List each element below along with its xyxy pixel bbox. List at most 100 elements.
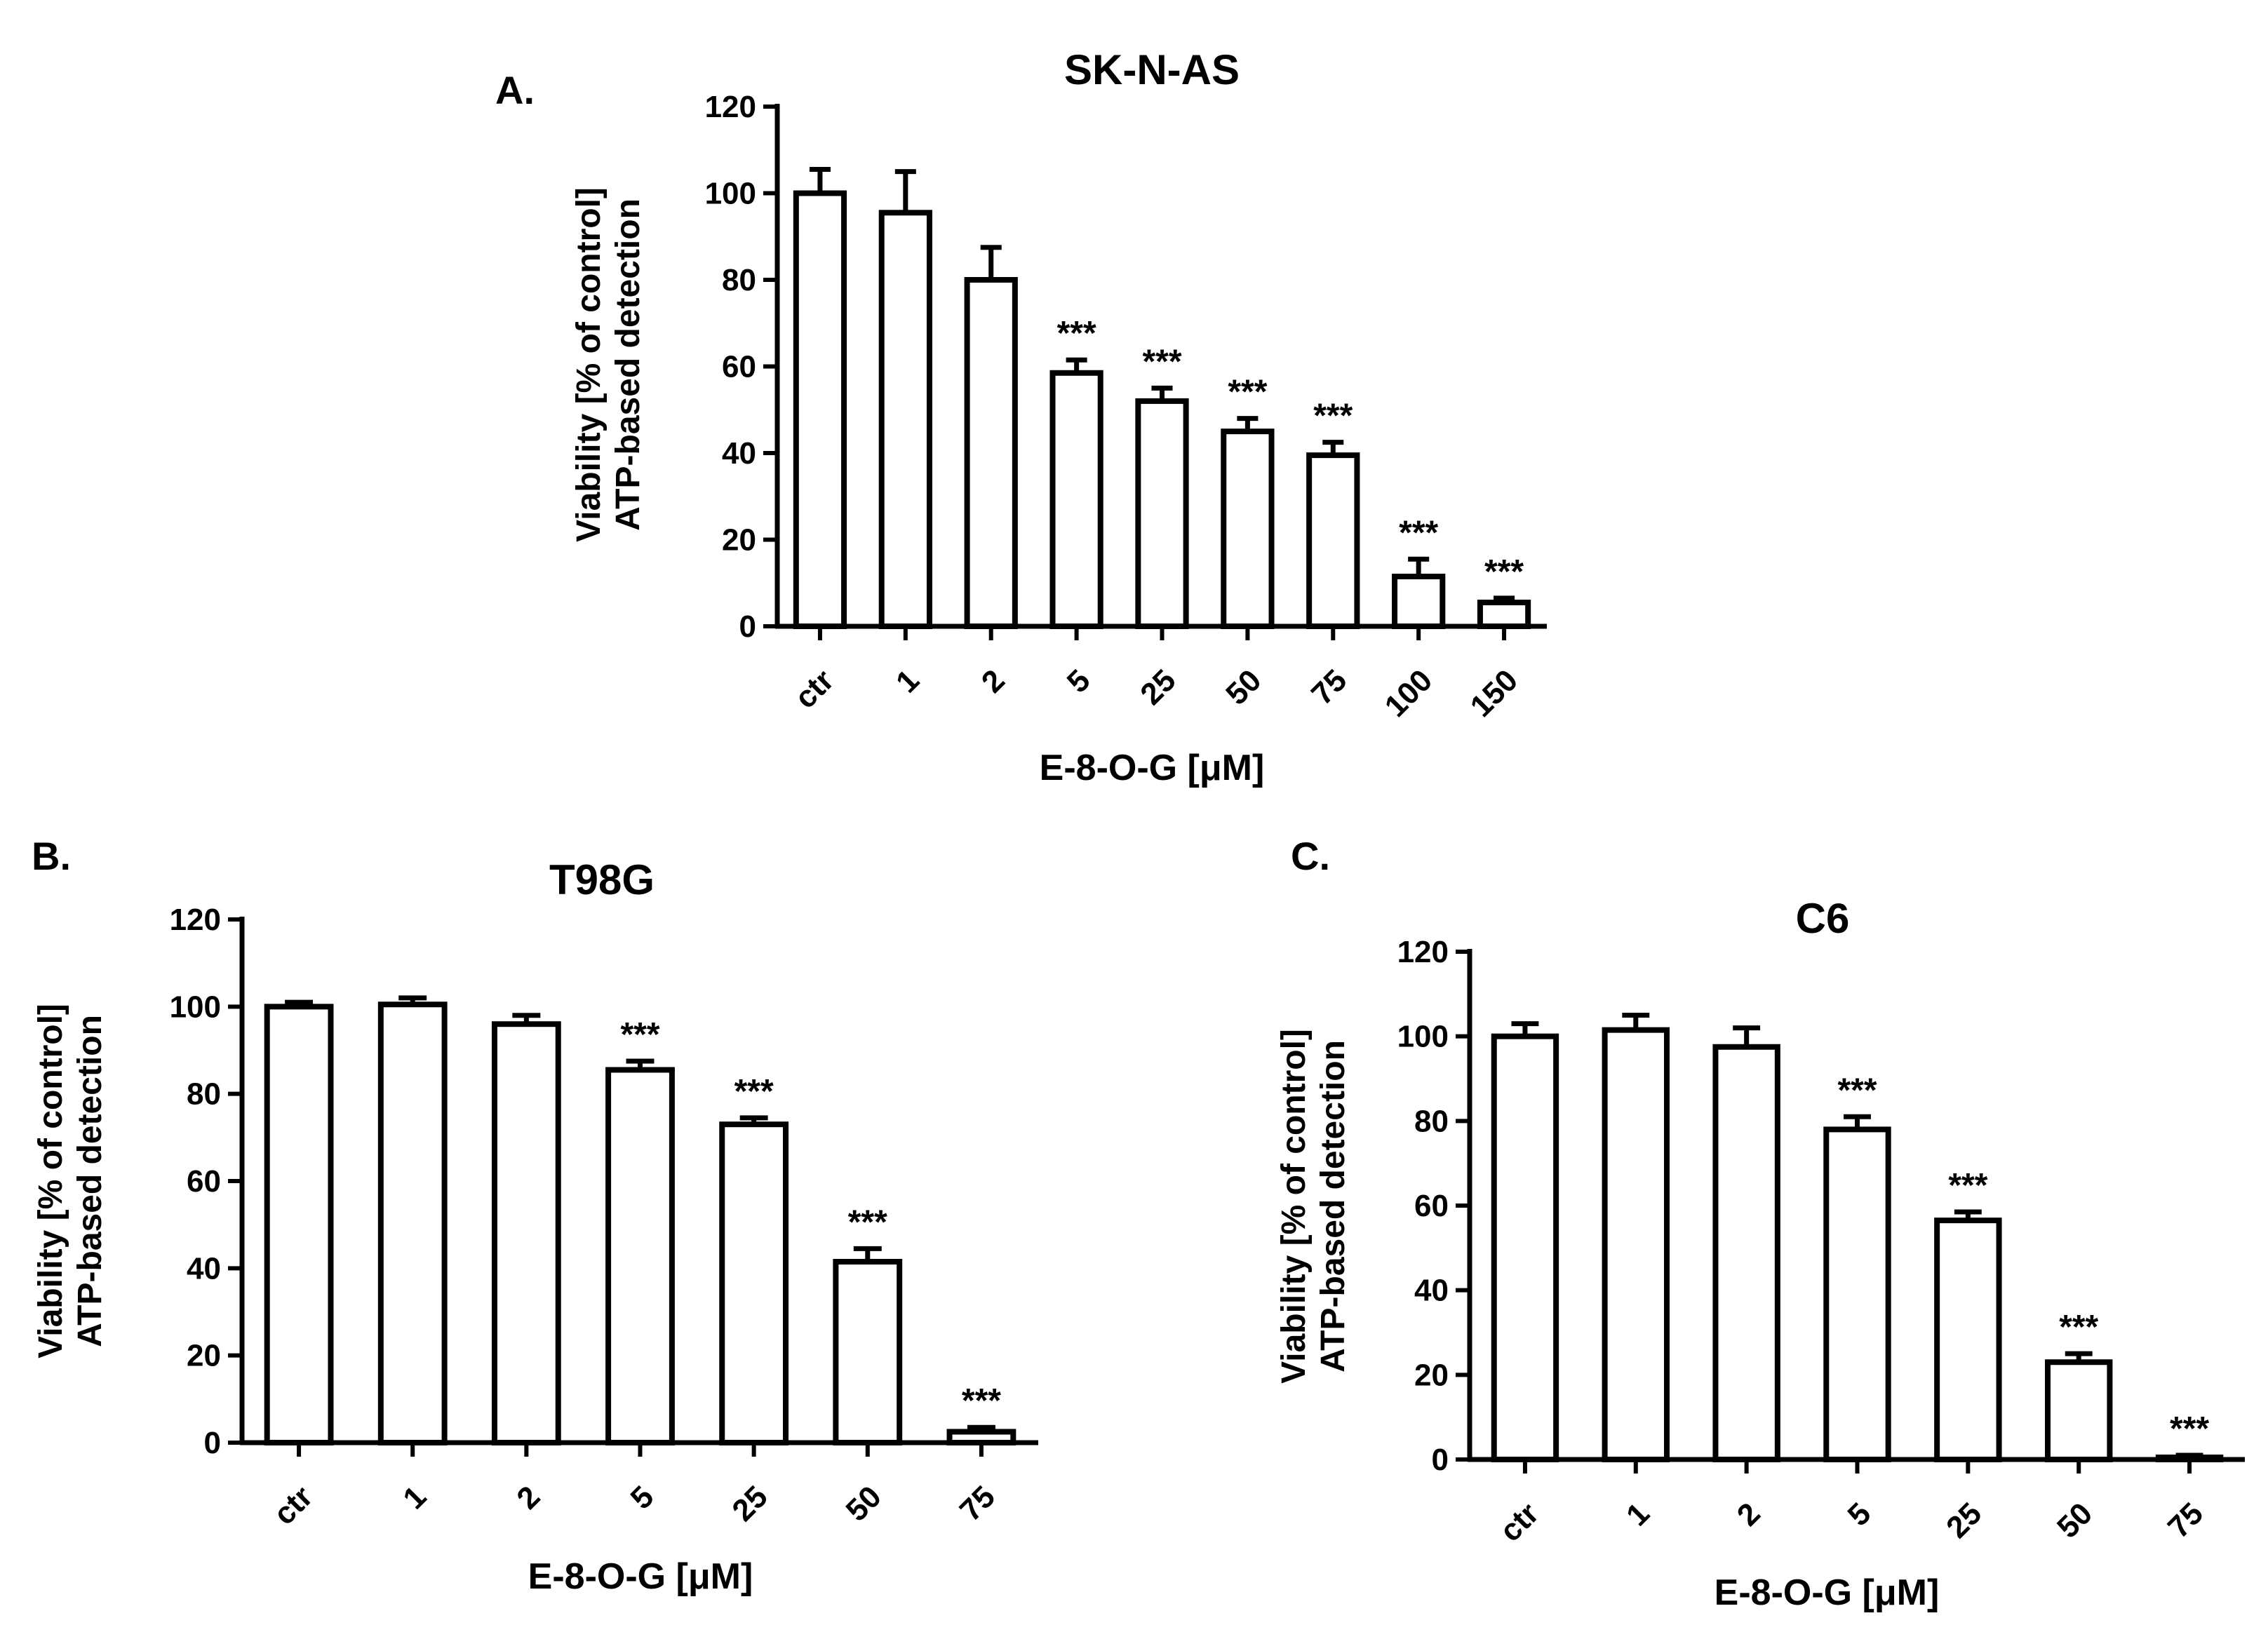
error-bar <box>980 245 1002 280</box>
category-label: 100 <box>1378 663 1440 724</box>
y-axis-label-line2: ATP-based detection <box>1315 1040 1352 1373</box>
bar <box>1934 1218 2002 1463</box>
error-bar <box>894 169 916 213</box>
category-label: 75 <box>953 1479 1002 1528</box>
bar <box>793 190 847 629</box>
y-tick-label: 100 <box>170 990 221 1024</box>
chart-title: C6 <box>1796 895 1850 942</box>
bar <box>2045 1359 2113 1462</box>
error-bar <box>809 167 831 194</box>
bar <box>1306 452 1360 630</box>
y-tick-label: 0 <box>204 1426 221 1460</box>
category-label: 2 <box>1731 1496 1767 1532</box>
category-label: 2 <box>975 663 1012 699</box>
y-tick-label: 80 <box>722 263 756 297</box>
category-label: 5 <box>624 1479 661 1516</box>
x-axis-label: E-8-O-G [μM] <box>1715 1572 1940 1613</box>
x-axis-label: E-8-O-G [μM] <box>528 1556 753 1597</box>
significance-label: *** <box>1837 1072 1877 1109</box>
y-tick-label: 20 <box>1414 1358 1449 1392</box>
y-axis-label-line1: Viability [% of control] <box>32 1004 69 1358</box>
bar <box>1602 1027 1670 1463</box>
bar <box>491 1021 561 1445</box>
category-label: 25 <box>725 1479 774 1528</box>
bar <box>377 1002 448 1445</box>
panel-letter: B. <box>32 834 71 878</box>
category-label: 25 <box>1940 1496 1988 1544</box>
category-label: 50 <box>1219 663 1268 711</box>
category-label: 150 <box>1464 663 1525 724</box>
category-label: 5 <box>1841 1496 1878 1532</box>
bar <box>1221 429 1275 629</box>
y-tick-label: 40 <box>1414 1274 1449 1308</box>
error-bar <box>1733 1025 1761 1047</box>
y-tick-label: 0 <box>1432 1443 1449 1477</box>
y-tick-label: 100 <box>1397 1020 1449 1054</box>
y-tick-label: 60 <box>722 350 756 384</box>
y-tick-label: 40 <box>187 1251 221 1286</box>
significance-label: *** <box>1057 315 1096 352</box>
y-tick-label: 0 <box>739 609 756 644</box>
category-label: 50 <box>840 1479 888 1528</box>
category-label: 75 <box>1305 663 1353 711</box>
significance-label: *** <box>1948 1167 1987 1204</box>
significance-label: *** <box>962 1382 1001 1420</box>
bar <box>964 277 1018 629</box>
y-axis-label-line2: ATP-based detection <box>72 1015 109 1347</box>
bar <box>719 1121 789 1446</box>
significance-label: *** <box>734 1073 774 1110</box>
x-axis-label: E-8-O-G [μM] <box>1040 748 1265 788</box>
y-axis-label: Viability [% of control]ATP-based detect… <box>32 1004 109 1358</box>
bar <box>264 1004 334 1446</box>
significance-label: *** <box>1399 514 1438 551</box>
significance-label: *** <box>1142 343 1181 380</box>
category-label: ctr <box>1494 1496 1545 1548</box>
category-label: 25 <box>1134 663 1182 711</box>
bar <box>1477 600 1531 629</box>
significance-label: *** <box>1484 553 1524 591</box>
bar <box>878 210 932 630</box>
chart-title: T98G <box>549 856 655 903</box>
y-tick-label: 120 <box>1397 935 1449 969</box>
panel-c: C. C6 Viability [% of control]ATP-based de… <box>1275 834 2245 1613</box>
category-label: 1 <box>1620 1496 1656 1532</box>
error-bar <box>1408 556 1430 576</box>
y-axis-label-line1: Viability [% of control] <box>570 187 608 542</box>
y-tick-label: 60 <box>187 1164 221 1199</box>
bar <box>833 1259 903 1445</box>
panel-a: A. SK-N-AS Viability [% of control]ATP-bas… <box>495 46 1547 788</box>
category-label: ctr <box>267 1479 319 1531</box>
significance-label: *** <box>2059 1309 2098 1346</box>
panel-letter: C. <box>1291 834 1330 878</box>
y-tick-label: 60 <box>1414 1189 1449 1223</box>
y-axis-label: Viability [% of control]ATP-based detect… <box>570 187 647 542</box>
bar <box>1049 370 1103 629</box>
panel-letter: A. <box>495 68 535 112</box>
bar <box>1712 1044 1780 1462</box>
category-label: 5 <box>1061 663 1097 699</box>
category-label: 2 <box>510 1479 546 1516</box>
y-tick-label: 80 <box>187 1077 221 1112</box>
y-axis-label-line1: Viability [% of control] <box>1275 1029 1313 1384</box>
bar <box>1823 1126 1891 1463</box>
bar <box>605 1067 675 1445</box>
significance-label: *** <box>2170 1410 2209 1448</box>
bar <box>1392 573 1446 629</box>
y-axis-label-line2: ATP-based detection <box>610 198 647 531</box>
significance-label: *** <box>1313 398 1353 435</box>
chart-title: SK-N-AS <box>1064 46 1240 93</box>
y-tick-label: 80 <box>1414 1104 1449 1138</box>
y-tick-label: 100 <box>705 177 756 211</box>
y-tick-label: 20 <box>722 523 756 558</box>
bar <box>1135 398 1189 630</box>
bar <box>1491 1033 1559 1462</box>
panel-b: B. T98G Viability [% of control]ATP-based … <box>32 834 1038 1597</box>
significance-label: *** <box>620 1016 659 1053</box>
y-tick-label: 20 <box>187 1339 221 1373</box>
significance-label: *** <box>1228 374 1267 411</box>
category-label: 75 <box>2161 1496 2210 1544</box>
y-axis-label: Viability [% of control]ATP-based detect… <box>1275 1029 1352 1384</box>
category-label: 1 <box>890 663 926 699</box>
category-label: 50 <box>2051 1496 2099 1544</box>
